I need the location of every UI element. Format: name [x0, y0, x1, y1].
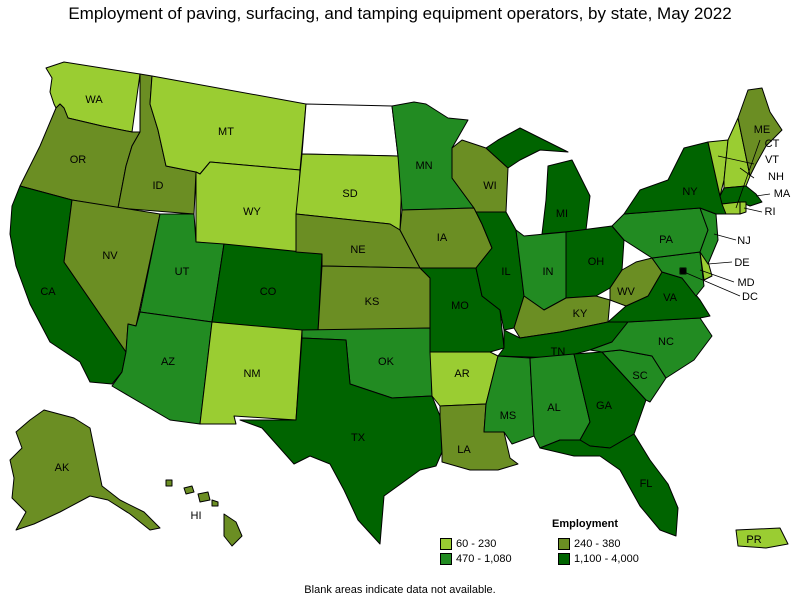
label-VT: VT: [765, 154, 779, 166]
legend-item-2: 240 - 380: [558, 538, 688, 550]
leader-MA: [755, 193, 771, 197]
state-ND: [301, 103, 399, 157]
label-WY: WY: [243, 206, 261, 218]
state-HI: [165, 479, 243, 547]
legend-title: Employment: [551, 518, 618, 530]
legend-label-1: 60 - 230: [456, 538, 497, 550]
label-MS: MS: [500, 410, 517, 422]
legend-item-3: 470 - 1,080: [440, 553, 558, 565]
label-AZ: AZ: [161, 356, 175, 368]
label-CA: CA: [40, 286, 56, 298]
label-AR: AR: [454, 368, 469, 380]
state-ME: [737, 87, 783, 177]
label-PA: PA: [659, 234, 674, 246]
leader-RI: [743, 207, 763, 213]
label-MI: MI: [556, 208, 568, 220]
label-HI: HI: [191, 510, 202, 522]
label-OR: OR: [70, 154, 87, 166]
label-IN: IN: [543, 266, 554, 278]
label-WV: WV: [617, 286, 635, 298]
label-NM: NM: [243, 368, 260, 380]
label-MO: MO: [451, 300, 469, 312]
label-CO: CO: [260, 286, 277, 298]
label-NJ: NJ: [737, 235, 750, 247]
legend: Employment 60 - 230 240 - 380 470 - 1,08…: [440, 518, 740, 565]
label-MT: MT: [218, 126, 234, 138]
label-GA: GA: [596, 400, 613, 412]
label-SC: SC: [632, 370, 647, 382]
leader-VT: [717, 155, 755, 165]
label-MA: MA: [774, 188, 791, 200]
label-WA: WA: [85, 94, 103, 106]
legend-label-2: 240 - 380: [574, 538, 621, 550]
map-title: Employment of paving, surfacing, and tam…: [68, 4, 732, 23]
label-IL: IL: [501, 266, 510, 278]
label-NY: NY: [682, 186, 698, 198]
state-NC: [589, 317, 713, 379]
legend-label-3: 470 - 1,080: [456, 553, 512, 565]
label-NC: NC: [658, 336, 674, 348]
leader-CT: [735, 139, 761, 209]
label-AL: AL: [547, 402, 560, 414]
footnote: Blank areas indicate data not available.: [304, 584, 496, 596]
dc-marker: [680, 268, 686, 274]
label-TN: TN: [551, 346, 566, 358]
leader-DC: [683, 271, 741, 297]
state-TX: [239, 337, 443, 545]
legend-label-4: 1,100 - 4,000: [574, 553, 639, 565]
label-TX: TX: [351, 432, 366, 444]
label-WI: WI: [483, 180, 496, 192]
legend-swatch-1: [440, 538, 452, 550]
label-KY: KY: [573, 308, 588, 320]
legend-swatch-2: [558, 538, 570, 550]
label-NV: NV: [102, 250, 118, 262]
leader-NH: [739, 167, 755, 179]
label-RI: RI: [765, 206, 776, 218]
leader-MD: [699, 269, 735, 283]
state-RI: [739, 201, 747, 215]
label-AK: AK: [55, 462, 70, 474]
label-FL: FL: [640, 478, 653, 490]
state-PR: [735, 527, 789, 549]
label-NH: NH: [768, 171, 784, 183]
label-OK: OK: [378, 356, 395, 368]
label-OH: OH: [588, 256, 605, 268]
label-ME: ME: [754, 124, 771, 136]
leader-DE: [707, 261, 733, 265]
label-UT: UT: [175, 266, 190, 278]
label-DE: DE: [734, 257, 749, 269]
leader-NJ: [713, 233, 737, 241]
label-LA: LA: [457, 444, 471, 456]
label-VA: VA: [663, 292, 678, 304]
label-CT: CT: [765, 138, 780, 150]
legend-item-4: 1,100 - 4,000: [558, 553, 688, 565]
legend-swatch-4: [558, 553, 570, 565]
label-KS: KS: [365, 296, 380, 308]
label-IA: IA: [437, 232, 448, 244]
label-DC: DC: [742, 291, 758, 303]
state-AK: [9, 409, 161, 531]
legend-swatch-3: [440, 553, 452, 565]
label-NE: NE: [350, 244, 365, 256]
label-MN: MN: [415, 160, 432, 172]
state-FL: [539, 433, 679, 537]
state-IL: [475, 211, 525, 331]
label-MD: MD: [737, 277, 754, 289]
label-SD: SD: [342, 188, 357, 200]
label-ID: ID: [153, 180, 164, 192]
label-PR: PR: [746, 534, 761, 546]
legend-item-1: 60 - 230: [440, 538, 558, 550]
